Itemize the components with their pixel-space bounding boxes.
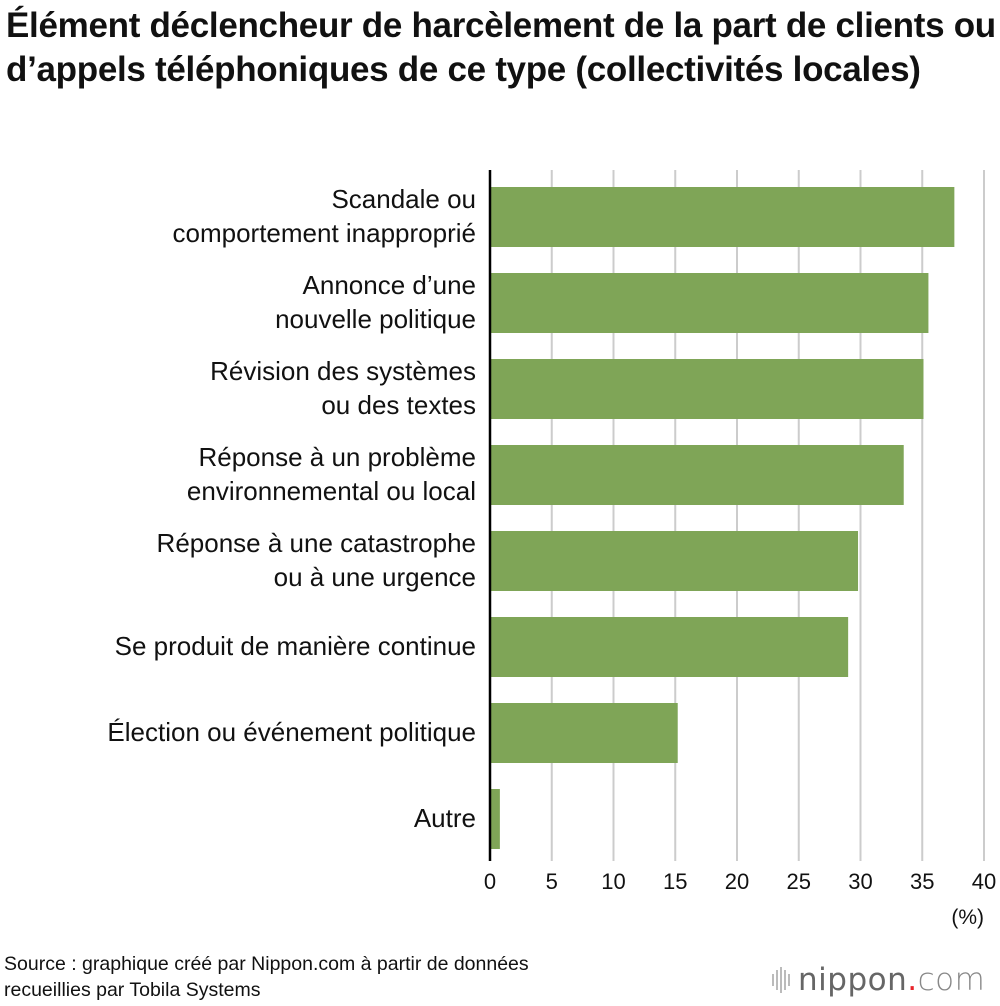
bar	[490, 359, 924, 419]
category-label: Révision des systèmes	[210, 356, 476, 386]
bar	[490, 273, 929, 333]
category-label: Se produit de manière continue	[115, 631, 476, 661]
source-line-1: Source : graphique créé par Nippon.com à…	[4, 953, 529, 975]
category-label: Annonce d’une	[303, 270, 476, 300]
nippon-logo: nippon.com	[772, 962, 985, 998]
category-label: Réponse à un problème	[198, 442, 476, 472]
bar	[490, 703, 678, 763]
source-note: Source : graphique créé par Nippon.com à…	[4, 951, 529, 1003]
logo-waves-icon	[772, 967, 790, 993]
bar	[490, 531, 859, 591]
category-label: environnemental ou local	[187, 476, 476, 506]
category-label: Élection ou événement politique	[107, 717, 476, 747]
x-tick-label: 40	[972, 869, 996, 894]
category-label: Autre	[414, 803, 476, 833]
category-label: ou des textes	[321, 390, 476, 420]
bar-chart: 0 5 10 15 20 25 30 35 40 (%) Scandale ou comporteme…	[107, 170, 996, 929]
x-tick-label: 25	[787, 869, 811, 894]
category-label: nouvelle politique	[275, 304, 476, 334]
x-tick-label: 10	[601, 869, 625, 894]
category-label: ou à une urgence	[274, 562, 476, 592]
x-tick-label: 0	[484, 869, 496, 894]
bar	[490, 445, 904, 505]
chart-title: Élément déclencheur de harcèlement de la…	[6, 6, 996, 89]
bar	[490, 617, 849, 677]
category-label: Scandale ou	[331, 184, 476, 214]
x-axis-unit: (%)	[951, 906, 984, 929]
x-tick-label: 5	[546, 869, 558, 894]
x-tick-label: 35	[910, 869, 934, 894]
bar	[490, 789, 500, 849]
x-tick-label: 20	[725, 869, 749, 894]
category-label: Réponse à une catastrophe	[157, 528, 476, 558]
bar	[490, 187, 955, 247]
category-label: comportement inapproprié	[173, 218, 477, 248]
x-tick-label: 30	[848, 869, 872, 894]
source-line-2: recueillies par Tobila Systems	[4, 979, 261, 1001]
x-tick-label: 15	[663, 869, 687, 894]
